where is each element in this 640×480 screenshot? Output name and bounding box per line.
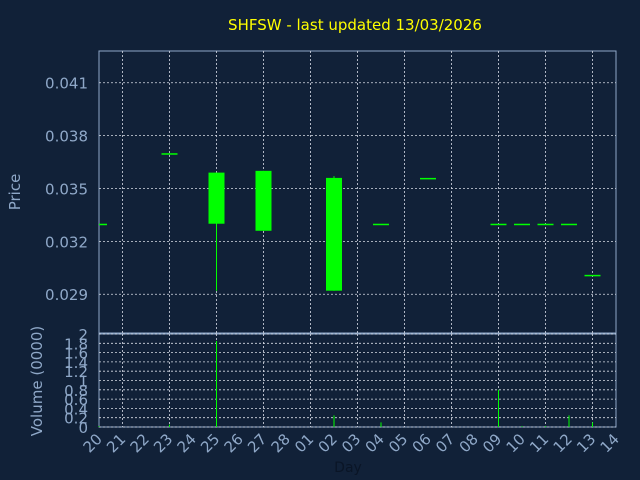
x-axis-label: Day xyxy=(334,460,362,476)
candle xyxy=(537,223,554,226)
candle xyxy=(490,223,507,226)
candle-body xyxy=(208,172,225,224)
candle xyxy=(584,274,601,277)
volume-tick-label: 1.2 xyxy=(64,363,88,381)
candle xyxy=(514,223,530,226)
candle xyxy=(161,153,178,155)
volume-tick-label: 1.6 xyxy=(64,345,88,363)
candle xyxy=(208,172,225,291)
volume-tick-label: 1 xyxy=(78,373,88,391)
price-tick-label: 0.035 xyxy=(45,180,88,198)
price-tick-label: 0.041 xyxy=(45,75,88,93)
volume-tick-label: 2 xyxy=(78,326,88,344)
candle-body xyxy=(161,153,178,155)
volume-tick-label: 0.8 xyxy=(64,382,88,400)
price-tick-label: 0.029 xyxy=(45,286,88,304)
candle xyxy=(420,177,436,180)
candle-body xyxy=(373,223,389,226)
candle-body xyxy=(255,170,272,231)
price-panel: 0.041 0.038 0.035 0.032 0.029 xyxy=(45,50,617,334)
volume-tick-label: 0.6 xyxy=(64,391,88,409)
volume-tick-label: 1.4 xyxy=(64,354,88,372)
price-axis-label: Price xyxy=(6,174,24,211)
candle-body xyxy=(420,177,436,180)
candle-body xyxy=(490,223,507,226)
price-tick-label: 0.038 xyxy=(45,128,88,146)
candle xyxy=(99,223,107,226)
candle-body xyxy=(561,223,577,226)
candle xyxy=(373,223,389,226)
volume-tick-label: 1.8 xyxy=(64,335,88,353)
price-tick-label: 0.032 xyxy=(45,233,88,251)
volume-tick-label: 0 xyxy=(78,419,88,437)
candle xyxy=(326,176,342,291)
candle-body xyxy=(326,177,342,291)
chart-title: SHFSW - last updated 13/03/2026 xyxy=(228,16,482,34)
candle xyxy=(255,170,272,231)
candle-body xyxy=(514,223,530,226)
volume-axis-label: Volume (0000) xyxy=(28,326,46,436)
candle-body xyxy=(537,223,554,226)
candle xyxy=(561,223,577,226)
volume-tick-label: 0.2 xyxy=(64,410,88,428)
volume-tick-label: 0.4 xyxy=(64,400,88,418)
candle-body xyxy=(584,274,601,277)
candle-body xyxy=(99,223,107,226)
